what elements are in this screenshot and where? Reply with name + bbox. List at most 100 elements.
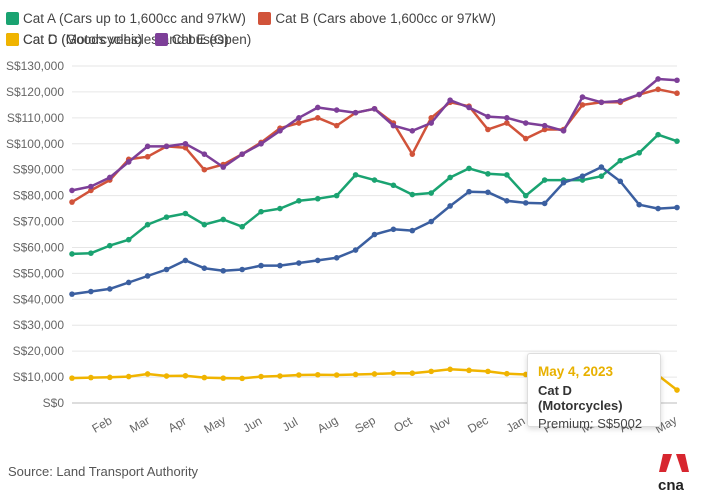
legend-item-cat-b[interactable]: Cat B (Cars above 1,600cc or 97kW): [258, 8, 496, 28]
data-point: [88, 187, 94, 194]
data-point: [485, 368, 491, 375]
data-point: [239, 375, 245, 382]
data-point: [201, 265, 208, 272]
legend-swatch-cat-d: [6, 32, 19, 46]
data-point: [239, 266, 245, 273]
legend-label-cat-c: Cat C (Goods vehicles and buses): [23, 32, 229, 47]
data-point: [277, 128, 283, 134]
legend-item-cat-e[interactable]: Cat E (Open): [154, 29, 252, 49]
data-point: [636, 201, 642, 208]
legend-row-2: Cat D (Motorcycles) Cat E (Open): [6, 29, 259, 51]
data-point: [296, 120, 302, 126]
data-point: [504, 172, 510, 178]
data-point: [485, 126, 491, 133]
data-point: [390, 370, 397, 376]
data-point: [182, 372, 189, 379]
data-point: [201, 374, 208, 381]
data-point: [674, 77, 680, 84]
legend-label-cat-d: Cat D (Motorcycles): [23, 31, 143, 47]
data-point: [220, 164, 227, 170]
data-point: [314, 195, 321, 202]
data-point: [144, 153, 151, 160]
data-point: [88, 183, 94, 190]
y-tick-label: S$70,000: [13, 215, 65, 229]
y-tick-label: S$60,000: [13, 240, 65, 254]
x-tick-label: May: [201, 413, 228, 436]
data-point: [409, 370, 416, 376]
x-tick-label: Apr: [166, 414, 189, 435]
x-tick-label: Aug: [315, 413, 340, 436]
data-point: [579, 173, 586, 179]
data-point: [579, 177, 586, 183]
data-point: [485, 113, 491, 120]
data-point: [69, 375, 75, 381]
data-point: [447, 203, 453, 209]
legend-item-cat-a[interactable]: Cat A (Cars up to 1,600cc and 97kW): [6, 8, 246, 28]
legend-item-cat-d[interactable]: Cat D (Motorcycles): [6, 29, 142, 49]
data-point: [617, 157, 624, 164]
data-point: [88, 250, 94, 256]
data-point: [409, 151, 416, 157]
data-point: [428, 190, 435, 196]
x-tick-label: Nov: [428, 413, 453, 436]
data-point: [655, 86, 661, 93]
data-point: [201, 151, 208, 157]
data-point: [144, 143, 151, 150]
data-point: [541, 177, 548, 183]
data-point: [333, 372, 340, 378]
data-point: [598, 173, 605, 179]
data-point: [598, 164, 605, 170]
legend-swatch-cat-b: [258, 11, 272, 25]
data-point: [466, 104, 472, 111]
data-point: [409, 227, 416, 234]
data-point: [504, 198, 510, 204]
data-point: [617, 98, 624, 104]
x-tick-label: Jul: [280, 415, 300, 435]
data-point: [163, 373, 170, 379]
x-tick-label: Mar: [127, 413, 152, 435]
data-point: [182, 140, 189, 147]
data-point: [522, 135, 529, 142]
data-point: [125, 236, 132, 243]
y-tick-label: S$110,000: [7, 111, 64, 125]
data-point: [371, 231, 378, 238]
y-tick-label: S$10,000: [13, 370, 65, 384]
data-point: [522, 120, 529, 126]
data-point: [220, 216, 227, 223]
data-point: [485, 189, 491, 196]
data-point: [239, 151, 245, 157]
data-point: [352, 371, 359, 378]
data-point: [447, 174, 453, 181]
y-tick-label: S$130,000: [6, 59, 64, 73]
data-point: [371, 177, 378, 183]
data-point: [258, 208, 264, 215]
data-point: [314, 115, 321, 121]
data-point: [258, 140, 264, 147]
data-point: [352, 172, 359, 178]
x-tick-label: Dec: [465, 413, 490, 436]
data-point: [428, 120, 435, 126]
data-point: [182, 257, 189, 264]
x-tick-label: Sep: [352, 413, 378, 436]
data-point: [258, 262, 264, 269]
data-point: [485, 171, 491, 177]
y-tick-label: S$90,000: [13, 163, 65, 177]
data-point: [674, 90, 680, 97]
data-point: [428, 115, 435, 121]
tooltip-value: Premium: S$5002: [538, 416, 643, 431]
data-point: [314, 371, 321, 378]
data-point: [504, 120, 510, 126]
x-tick-label: Feb: [90, 413, 115, 436]
data-point: [144, 221, 151, 228]
data-point: [333, 192, 340, 199]
data-point: [107, 174, 113, 181]
data-point: [144, 371, 151, 377]
legend-label-cat-e: Cat E (Open): [171, 31, 252, 47]
data-point: [296, 372, 302, 378]
data-point: [541, 200, 548, 207]
data-point: [296, 198, 302, 204]
data-point: [107, 374, 113, 381]
data-point: [201, 221, 208, 228]
data-point: [144, 273, 151, 279]
data-point: [277, 373, 283, 379]
